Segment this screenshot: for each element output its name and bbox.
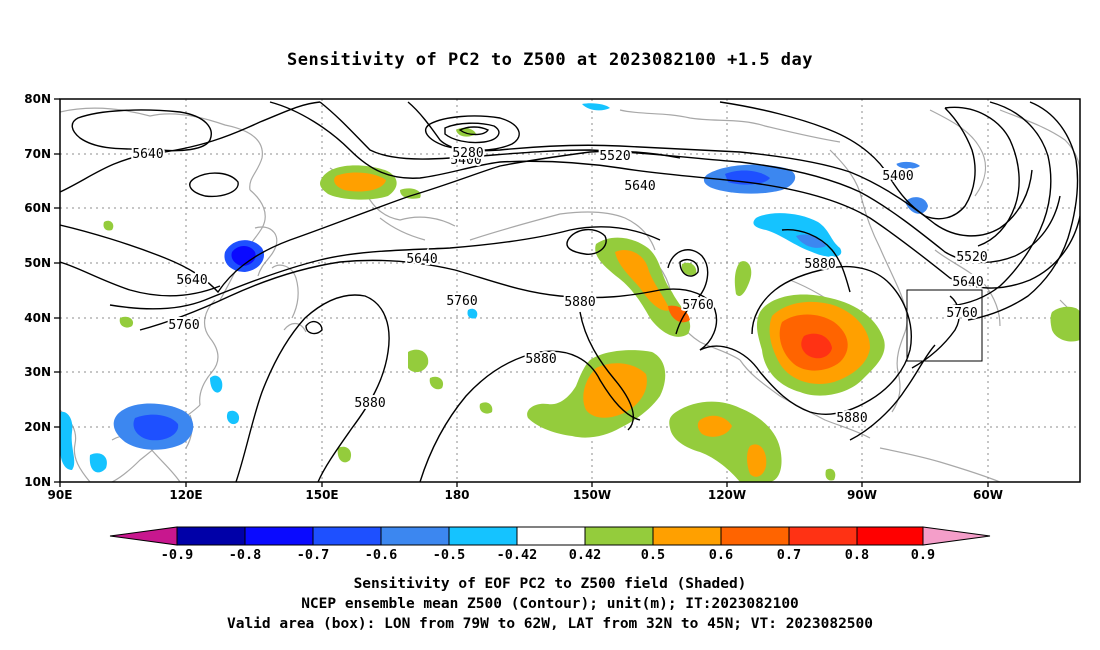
contour-label: 5760 [682,298,713,313]
colorbar-tick-label: 0.42 [569,547,602,563]
lon-label-150w: 150W [573,488,611,502]
colorbar-bin [176,526,246,546]
colorbar-bin [516,526,586,546]
contour-label: 5640 [176,273,207,288]
contour-label: 5520 [956,250,987,265]
contour-label: 5760 [946,306,977,321]
lat-label-80n: 80N [24,92,51,106]
contour-label: 5400 [882,169,913,184]
colorbar-bin [788,526,858,546]
colorbar-bin [652,526,722,546]
lon-label-90w: 90W [847,488,877,502]
sensitivity-shading [60,103,1080,482]
colorbar-tick-label: 0.9 [911,547,935,563]
colorbar-bin [448,526,518,546]
colorbar-tick-label: -0.42 [497,547,538,563]
contour-label: 5640 [952,275,983,290]
lon-label-180: 180 [444,488,469,502]
colorbar: -0.9 -0.8 -0.7 -0.6 -0.5 -0.42 0.42 0.5 … [109,526,991,563]
contour-label: 5640 [624,179,655,194]
lon-label-150e: 150E [305,488,338,502]
colorbar-low-arrow [109,526,178,546]
caption-line-2: NCEP ensemble mean Z500 (Contour); unit(… [301,596,799,612]
contour-label: 5640 [406,252,437,267]
colorbar-tick-label: 0.8 [845,547,869,563]
lat-label-40n: 40N [24,311,51,325]
colorbar-bin [720,526,790,546]
contour-label: 5760 [168,318,199,333]
contour-label: 5760 [446,294,477,309]
contour-label: 5280 [452,146,483,161]
contour-label: 5880 [804,257,835,272]
axis-ticks [54,98,989,487]
colorbar-bin [244,526,314,546]
valid-area-box [906,289,983,362]
contour-label: 5400 [450,153,481,168]
colorbar-bin [380,526,450,546]
contour-label: 5880 [836,411,867,426]
contour-labels: 5640 5400 5280 5520 5640 5400 5640 5640 … [130,144,989,428]
lat-label-30n: 30N [24,365,51,379]
lon-label-120w: 120W [708,488,746,502]
caption-line-3: Valid area (box): LON from 79W to 62W, L… [226,616,873,632]
lat-label-10n: 10N [24,475,51,489]
contour-label: 5880 [564,295,595,310]
lat-label-60n: 60N [24,201,51,215]
colorbar-tick-label: -0.6 [365,547,398,563]
lon-label-60w: 60W [973,488,1003,502]
map-frame [59,98,1081,483]
colorbar-bin [584,526,654,546]
lat-label-50n: 50N [24,256,51,270]
lat-label-20n: 20N [24,420,51,434]
lon-label-90e: 90E [48,488,73,502]
colorbar-tick-label: -0.8 [229,547,262,563]
colorbar-bin [312,526,382,546]
lat-label-70n: 70N [24,147,51,161]
contour-label: 5880 [525,352,556,367]
plot-title: Sensitivity of PC2 to Z500 at 2023082100… [286,50,813,70]
z500-contours [60,101,1080,482]
contour-label: 5880 [354,396,385,411]
caption-line-1: Sensitivity of EOF PC2 to Z500 field (Sh… [353,576,747,592]
colorbar-tick-label: -0.5 [433,547,466,563]
contour-label: 5640 [132,147,163,162]
figure-caption: Sensitivity of EOF PC2 to Z500 field (Sh… [0,574,1100,634]
lon-label-120e: 120E [169,488,202,502]
colorbar-tick-label: 0.5 [641,547,665,563]
colorbar-tick-label: 0.6 [709,547,733,563]
colorbar-high-arrow [922,526,991,546]
colorbar-tick-label: -0.7 [297,547,330,563]
contour-label: 5520 [599,149,630,164]
colorbar-tick-label: -0.9 [161,547,194,563]
colorbar-bin [856,526,924,546]
colorbar-tick-label: 0.7 [777,547,801,563]
